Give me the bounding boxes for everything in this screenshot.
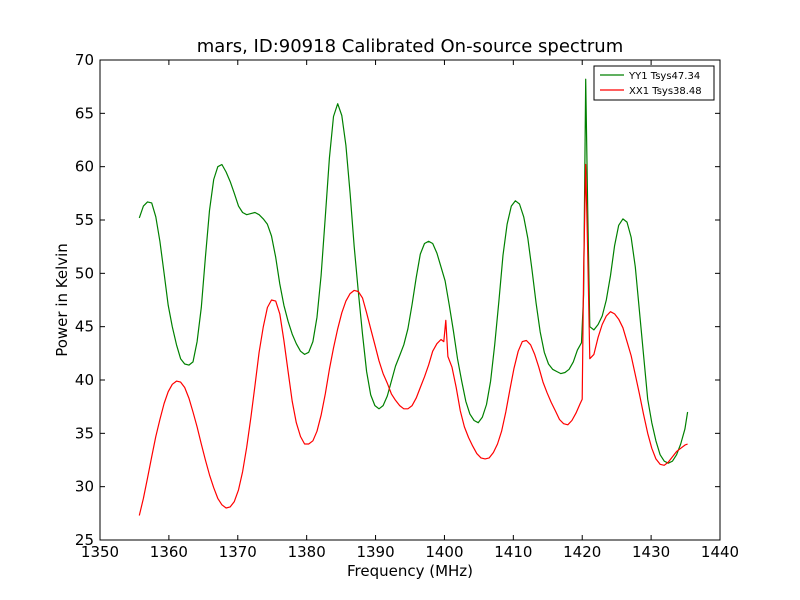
plot-frame <box>99 59 721 541</box>
y-tick-label: 35 <box>75 424 94 442</box>
y-tick-label: 55 <box>75 211 94 229</box>
chart-title: mars, ID:90918 Calibrated On-source spec… <box>197 36 623 57</box>
x-tick-label: 1430 <box>632 543 670 561</box>
y-tick-label: 40 <box>75 371 94 389</box>
y-tick-label: 50 <box>75 264 94 282</box>
legend-label: XX1 Tsys38.48 <box>629 86 702 97</box>
plot-area <box>138 78 689 516</box>
x-axis-label: Frequency (MHz) <box>347 562 473 580</box>
x-tick-label: 1380 <box>288 543 326 561</box>
x-tick-label: 1390 <box>356 543 394 561</box>
y-tick-label: 45 <box>75 318 94 336</box>
y-axis-label: Power in Kelvin <box>53 243 71 357</box>
x-tick-label: 1420 <box>563 543 601 561</box>
x-tick-label: 1410 <box>494 543 532 561</box>
series-line-xx1 <box>138 163 688 516</box>
y-tick-label: 70 <box>75 51 94 69</box>
x-tick-label: 1400 <box>425 543 463 561</box>
legend-label: YY1 Tsys47.34 <box>628 71 700 82</box>
series-line-yy1 <box>138 78 689 464</box>
legend: YY1 Tsys47.34 XX1 Tsys38.48 <box>593 65 715 101</box>
y-tick-label: 30 <box>75 478 94 496</box>
y-tick-label: 65 <box>75 104 94 122</box>
x-tick-label: 1350 <box>81 543 119 561</box>
x-tick-label: 1360 <box>150 543 188 561</box>
y-tick-label: 60 <box>75 158 94 176</box>
y-tick-label: 25 <box>75 531 94 549</box>
x-tick-label: 1440 <box>701 543 739 561</box>
x-tick-label: 1370 <box>219 543 257 561</box>
legend-box <box>593 65 715 101</box>
